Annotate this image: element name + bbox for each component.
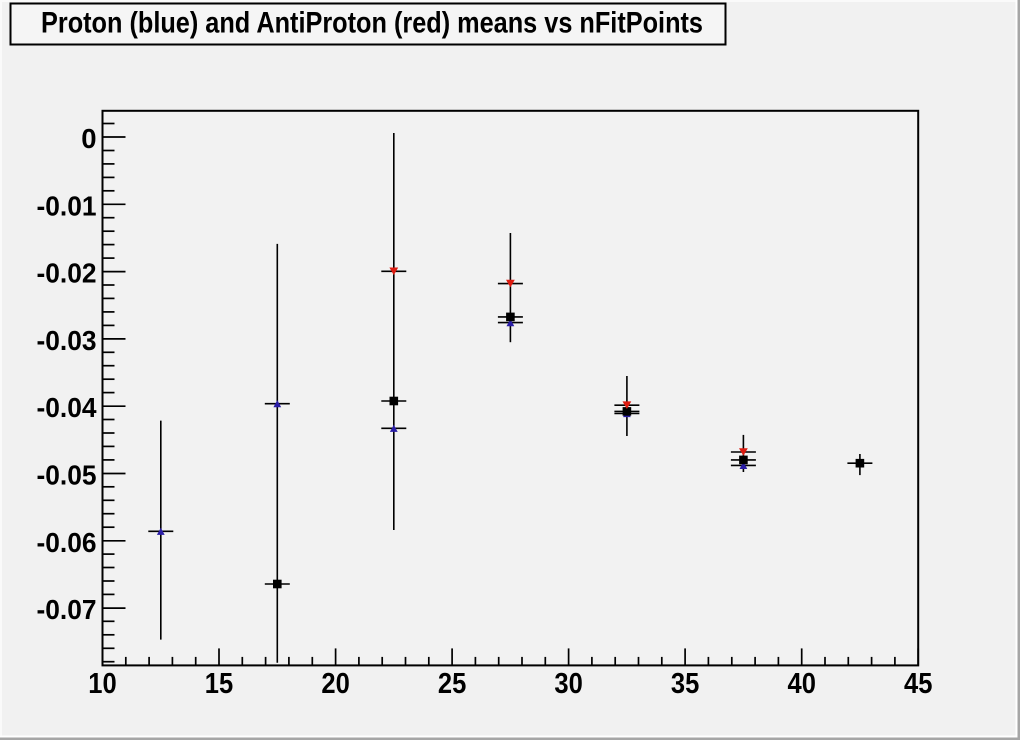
svg-text:-0.03: -0.03 <box>37 325 97 356</box>
svg-text:-0.01: -0.01 <box>37 190 97 221</box>
svg-text:-0.07: -0.07 <box>37 594 97 625</box>
svg-text:10: 10 <box>88 668 116 700</box>
svg-text:40: 40 <box>788 668 816 700</box>
svg-text:-0.06: -0.06 <box>37 527 97 558</box>
svg-text:-0.04: -0.04 <box>37 392 98 423</box>
svg-text:30: 30 <box>554 668 582 700</box>
svg-text:-0.02: -0.02 <box>37 258 97 289</box>
svg-text:25: 25 <box>438 668 466 700</box>
svg-text:45: 45 <box>904 668 932 700</box>
svg-text:0: 0 <box>81 123 96 154</box>
svg-text:-0.05: -0.05 <box>37 460 97 491</box>
svg-text:20: 20 <box>321 668 349 700</box>
svg-text:35: 35 <box>671 668 699 700</box>
svg-text:Proton (blue) and AntiProton (: Proton (blue) and AntiProton (red) means… <box>41 7 703 40</box>
svg-text:15: 15 <box>205 668 233 700</box>
